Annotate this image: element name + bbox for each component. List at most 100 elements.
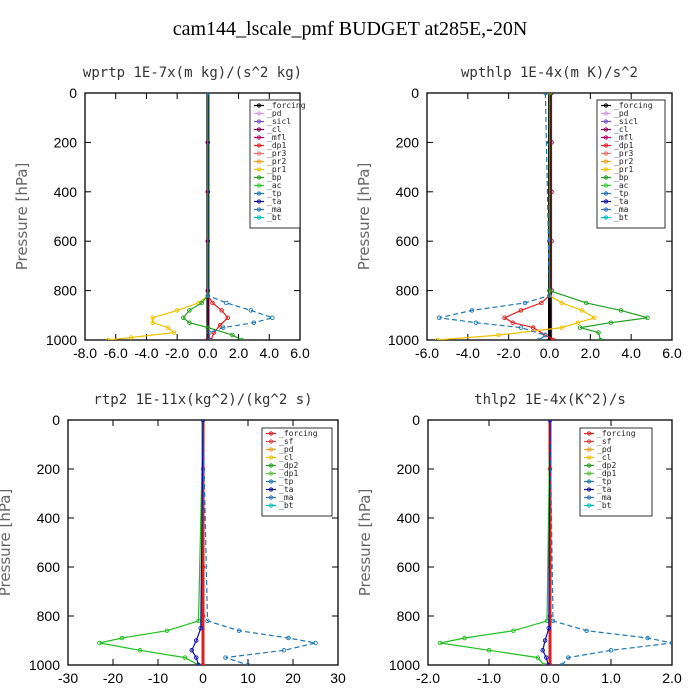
- series-point: [205, 293, 211, 298]
- series-line-dp1: [503, 93, 554, 340]
- series-point: [193, 638, 199, 643]
- series-point: [566, 655, 571, 660]
- y-tick-label: 800: [37, 608, 61, 624]
- series-point: [575, 320, 581, 325]
- legend-label: _forcing: [279, 429, 318, 438]
- panel-3: rtp2 1E-11x(kg^2)/(kg^2 s) Pressure [hPa]…: [0, 392, 346, 686]
- legend-marker: [603, 143, 609, 148]
- legend-marker: [586, 431, 592, 436]
- series-point: [224, 300, 229, 306]
- legend-marker: [268, 479, 274, 484]
- series-group: [437, 420, 672, 665]
- series-point: [165, 325, 171, 330]
- series-point: [174, 308, 180, 313]
- series-point: [196, 662, 201, 665]
- legend-marker: [268, 503, 274, 508]
- series-point: [559, 300, 565, 306]
- legend-label: _cl: [614, 125, 629, 134]
- legend-marker: [603, 175, 609, 180]
- legend-marker: [256, 191, 262, 196]
- x-tick-label: -2.0: [416, 670, 440, 686]
- series-point: [546, 626, 552, 631]
- x-tick-label: -1.0: [477, 670, 501, 686]
- x-tick-label: -2.0: [497, 345, 521, 361]
- x-tick-label: 2.0: [662, 670, 682, 686]
- series-point: [596, 330, 601, 335]
- y-tick-label: 400: [397, 510, 421, 526]
- series-point: [207, 337, 212, 340]
- legend-label: _dp2: [597, 461, 616, 470]
- series-point: [219, 308, 224, 313]
- legend: _forcing_sf_pd_cl_dp2_dp1_tp_ta_ma_bt: [579, 427, 653, 517]
- x-tick-label: -20: [103, 670, 123, 686]
- series-line-pr1: [437, 93, 596, 340]
- x-tick-label: 0.0: [540, 345, 560, 361]
- x-tick-label: 10: [240, 670, 256, 686]
- series-point: [645, 315, 650, 321]
- series-point: [437, 640, 443, 646]
- legend-label: _cl: [597, 453, 612, 462]
- legend-label: _cl: [279, 453, 294, 462]
- legend-label: _pd: [279, 445, 294, 454]
- series-point: [230, 332, 235, 338]
- series-point: [502, 315, 507, 321]
- series-point: [245, 662, 251, 665]
- legend-marker: [603, 135, 609, 140]
- legend-label: _pd: [597, 445, 612, 454]
- series-point: [669, 640, 672, 646]
- panel-title: wpthlp 1E-4x(m K)/s^2: [461, 65, 638, 81]
- legend-label: _sf: [279, 437, 294, 446]
- series-point: [251, 320, 257, 325]
- series-point: [608, 320, 614, 325]
- series-point: [550, 618, 556, 624]
- x-tick-label: 6.0: [290, 345, 310, 361]
- series-point: [225, 315, 231, 321]
- legend-marker: [268, 487, 274, 492]
- legend-label: _ma: [614, 205, 629, 214]
- x-tick-label: -30: [58, 670, 78, 686]
- x-tick-label: 4.0: [260, 345, 280, 361]
- series-point: [205, 618, 210, 624]
- series-point: [530, 325, 536, 330]
- series-line-dp1: [99, 420, 204, 665]
- series-line-ta: [542, 420, 551, 665]
- legend-label: _bp: [614, 173, 629, 182]
- x-tick-label: 20: [285, 670, 301, 686]
- series-point: [547, 662, 553, 665]
- series-point: [592, 315, 597, 321]
- series-point: [187, 320, 192, 325]
- legend-label: _dp1: [267, 141, 286, 150]
- legend-label: _bt: [614, 213, 629, 222]
- series-point: [248, 308, 254, 313]
- legend-label: _bp: [267, 173, 282, 182]
- x-tick-label: 0: [199, 670, 207, 686]
- y-axis-title: Pressure [hPa]: [356, 489, 374, 597]
- y-tick-label: 400: [54, 184, 78, 200]
- legend-label: _pd: [267, 109, 282, 118]
- legend-label: _forcing: [614, 101, 653, 110]
- legend-label: _sicl: [267, 117, 291, 126]
- series-point: [193, 655, 199, 660]
- series-point: [437, 315, 442, 321]
- legend-box: [261, 427, 333, 517]
- legend-box: [579, 427, 653, 517]
- legend-label: _ma: [279, 493, 294, 502]
- legend-label: _pr2: [614, 157, 633, 166]
- series-point: [181, 315, 186, 321]
- y-tick-label: 400: [37, 510, 61, 526]
- legend-marker: [603, 167, 609, 172]
- legend-marker: [586, 463, 592, 468]
- x-tick-label: -6.0: [104, 345, 128, 361]
- x-tick-label: 2.0: [581, 345, 601, 361]
- series-point: [313, 640, 318, 646]
- legend-marker: [256, 159, 262, 164]
- series-line-tp: [549, 420, 672, 665]
- legend-marker: [586, 503, 592, 508]
- series-point: [200, 420, 206, 423]
- series-point: [205, 93, 211, 96]
- y-tick-label: 600: [397, 559, 421, 575]
- y-tick-label: 800: [54, 283, 78, 299]
- legend-label: _dp2: [279, 461, 298, 470]
- series-point: [549, 93, 554, 96]
